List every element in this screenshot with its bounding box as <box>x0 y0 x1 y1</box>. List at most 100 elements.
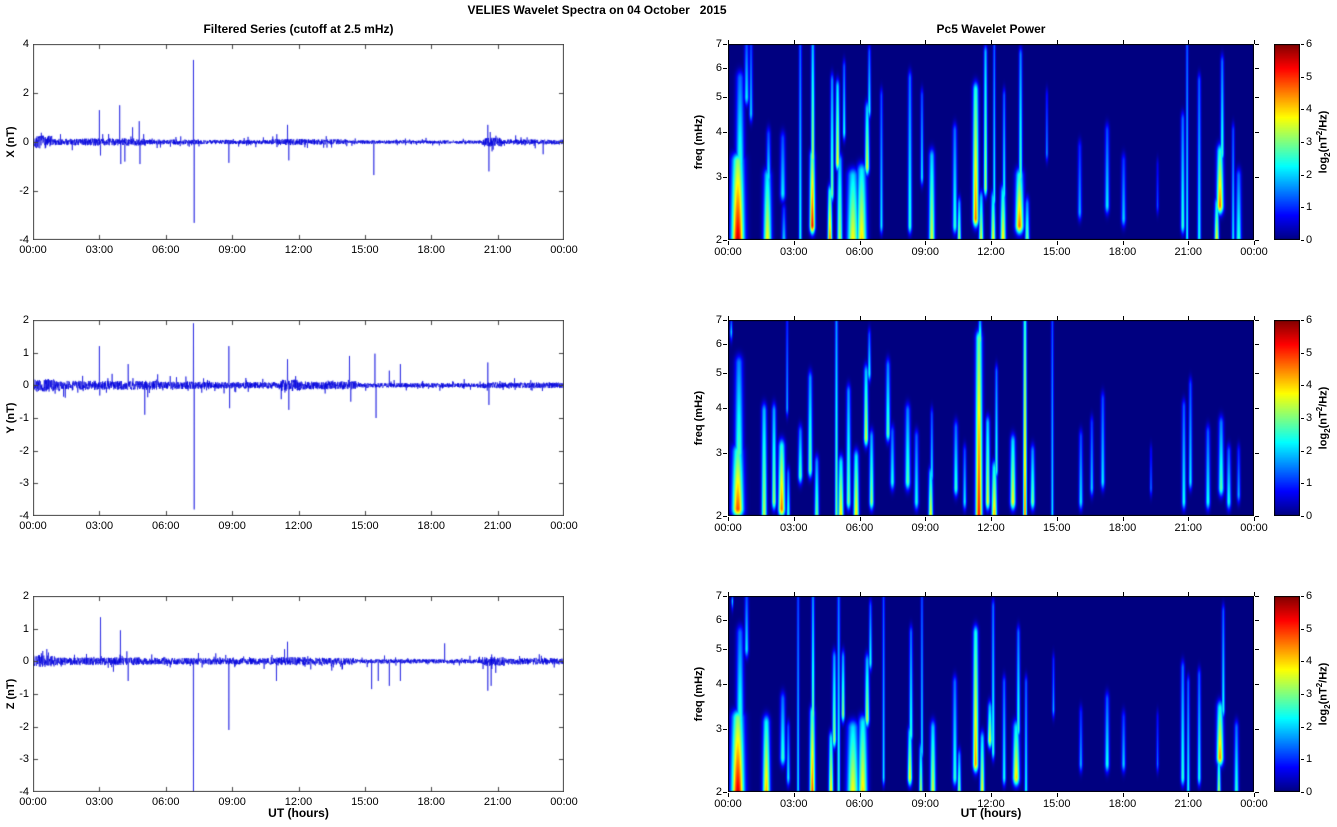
axis-tick <box>728 793 729 797</box>
axis-tick <box>723 344 727 345</box>
x-tick-label: 15:00 <box>1042 522 1071 534</box>
axis-tick <box>1301 596 1304 597</box>
y-tick-label: 5 <box>715 367 722 379</box>
axis-tick <box>991 517 992 521</box>
x-tick-label: 21:00 <box>1174 798 1203 810</box>
axis-tick <box>1254 316 1255 320</box>
axis-tick <box>1255 453 1259 454</box>
y-tick-label: 4 <box>715 126 722 138</box>
x-tick-label: 12:00 <box>284 244 313 256</box>
y-tick-label: -1 <box>19 412 29 424</box>
y-tick-label: -1 <box>19 688 29 700</box>
x-tick-label: 18:00 <box>417 520 446 532</box>
axis-tick <box>1301 207 1304 208</box>
axis-tick <box>925 316 926 320</box>
x-tick-label: 21:00 <box>483 244 512 256</box>
right-column-title: Pc5 Wavelet Power <box>936 22 1046 36</box>
colorbar-tick-label: 0 <box>1306 510 1313 522</box>
y-tick-label: -2 <box>19 444 29 457</box>
x-series-plot <box>33 44 564 240</box>
x-tick-label: 00:00 <box>19 520 47 532</box>
axis-tick <box>723 684 727 685</box>
axis-tick <box>925 592 926 596</box>
x-tick-label: 21:00 <box>483 520 512 532</box>
axis-tick <box>1188 592 1189 596</box>
axis-tick <box>860 793 861 797</box>
colorbar-tick-label: 2 <box>1306 721 1313 733</box>
y-tick-label: 3 <box>715 171 722 183</box>
axis-tick <box>1057 793 1058 797</box>
x-tick-label: 09:00 <box>218 520 246 532</box>
axis-tick <box>723 649 727 650</box>
axis-tick <box>723 240 727 241</box>
colorbar-tick-label: 2 <box>1306 169 1313 181</box>
x-tick-label: 03:00 <box>779 522 808 534</box>
axis-tick <box>1255 240 1259 241</box>
axis-tick <box>925 793 926 797</box>
colorbar-tick-label: 4 <box>1306 379 1313 391</box>
y-tick-label: 2 <box>22 590 29 602</box>
x-tick-label: 03:00 <box>85 796 114 808</box>
axis-tick <box>1188 40 1189 44</box>
y-tick-label: 2 <box>22 314 29 326</box>
axis-tick <box>1255 44 1259 45</box>
y-tick-label: 2 <box>22 87 29 99</box>
axis-tick <box>1123 316 1124 320</box>
y-tick-label: 4 <box>715 678 722 690</box>
x-tick-label: 18:00 <box>1108 522 1137 534</box>
x-tick-label: 12:00 <box>977 798 1005 810</box>
axis-tick <box>925 40 926 44</box>
axis-tick <box>1301 240 1304 241</box>
y-tick-label: 2 <box>715 234 722 246</box>
y-tick-label: 7 <box>715 38 722 50</box>
axis-tick <box>1255 344 1259 345</box>
axis-tick <box>1301 418 1304 419</box>
x-tick-label: 00:00 <box>550 520 578 532</box>
axis-tick <box>1255 516 1259 517</box>
x-tick-label: 15:00 <box>1042 798 1071 810</box>
axis-tick <box>728 592 729 596</box>
y-tick-label: -2 <box>19 720 29 733</box>
axis-tick <box>991 241 992 245</box>
y-tick-label: 7 <box>715 590 722 602</box>
x-tick-label: 18:00 <box>417 796 446 808</box>
axis-tick <box>1301 516 1304 517</box>
x-tick-label: 12:00 <box>284 520 313 532</box>
colorbar-tick-label: 5 <box>1306 347 1313 359</box>
axis-tick <box>1255 320 1259 321</box>
colorbar <box>1274 596 1300 792</box>
axis-tick <box>1255 68 1259 69</box>
y-tick-label: 6 <box>715 338 722 350</box>
y-tick-label: 2 <box>715 786 722 798</box>
axis-tick <box>1255 596 1259 597</box>
axis-tick <box>860 316 861 320</box>
colorbar-tick-label: 2 <box>1306 445 1313 457</box>
colorbar-tick-label: 6 <box>1306 314 1313 326</box>
axis-tick <box>991 592 992 596</box>
x-tick-label: 06:00 <box>151 244 180 256</box>
colorbar <box>1274 44 1300 240</box>
x-tick-label: 00:00 <box>550 796 578 808</box>
y-tick-label: 0 <box>22 379 29 392</box>
colorbar-tick-label: 3 <box>1306 688 1313 700</box>
axis-tick <box>1301 175 1304 176</box>
ylabel-freq: freq (mHz) <box>693 114 705 170</box>
axis-tick <box>1123 793 1124 797</box>
axis-tick <box>1301 353 1304 354</box>
colorbar-tick-label: 6 <box>1306 590 1313 602</box>
x-tick-label: 03:00 <box>85 244 114 256</box>
axis-tick <box>1301 792 1304 793</box>
x-tick-label: 18:00 <box>1108 798 1137 810</box>
x-tick-label: 00:00 <box>19 244 47 256</box>
x-tick-label: 12:00 <box>977 246 1005 258</box>
axis-tick <box>1301 385 1304 386</box>
x-tick-label: 21:00 <box>1174 246 1203 258</box>
axis-tick <box>723 453 727 454</box>
y-tick-label: 1 <box>22 622 29 635</box>
y-tick-label: 6 <box>715 62 722 74</box>
axis-tick <box>723 792 727 793</box>
x-tick-label: 09:00 <box>218 244 246 256</box>
y-tick-label: 3 <box>715 447 722 459</box>
x-tick-label: 00:00 <box>1240 798 1268 810</box>
